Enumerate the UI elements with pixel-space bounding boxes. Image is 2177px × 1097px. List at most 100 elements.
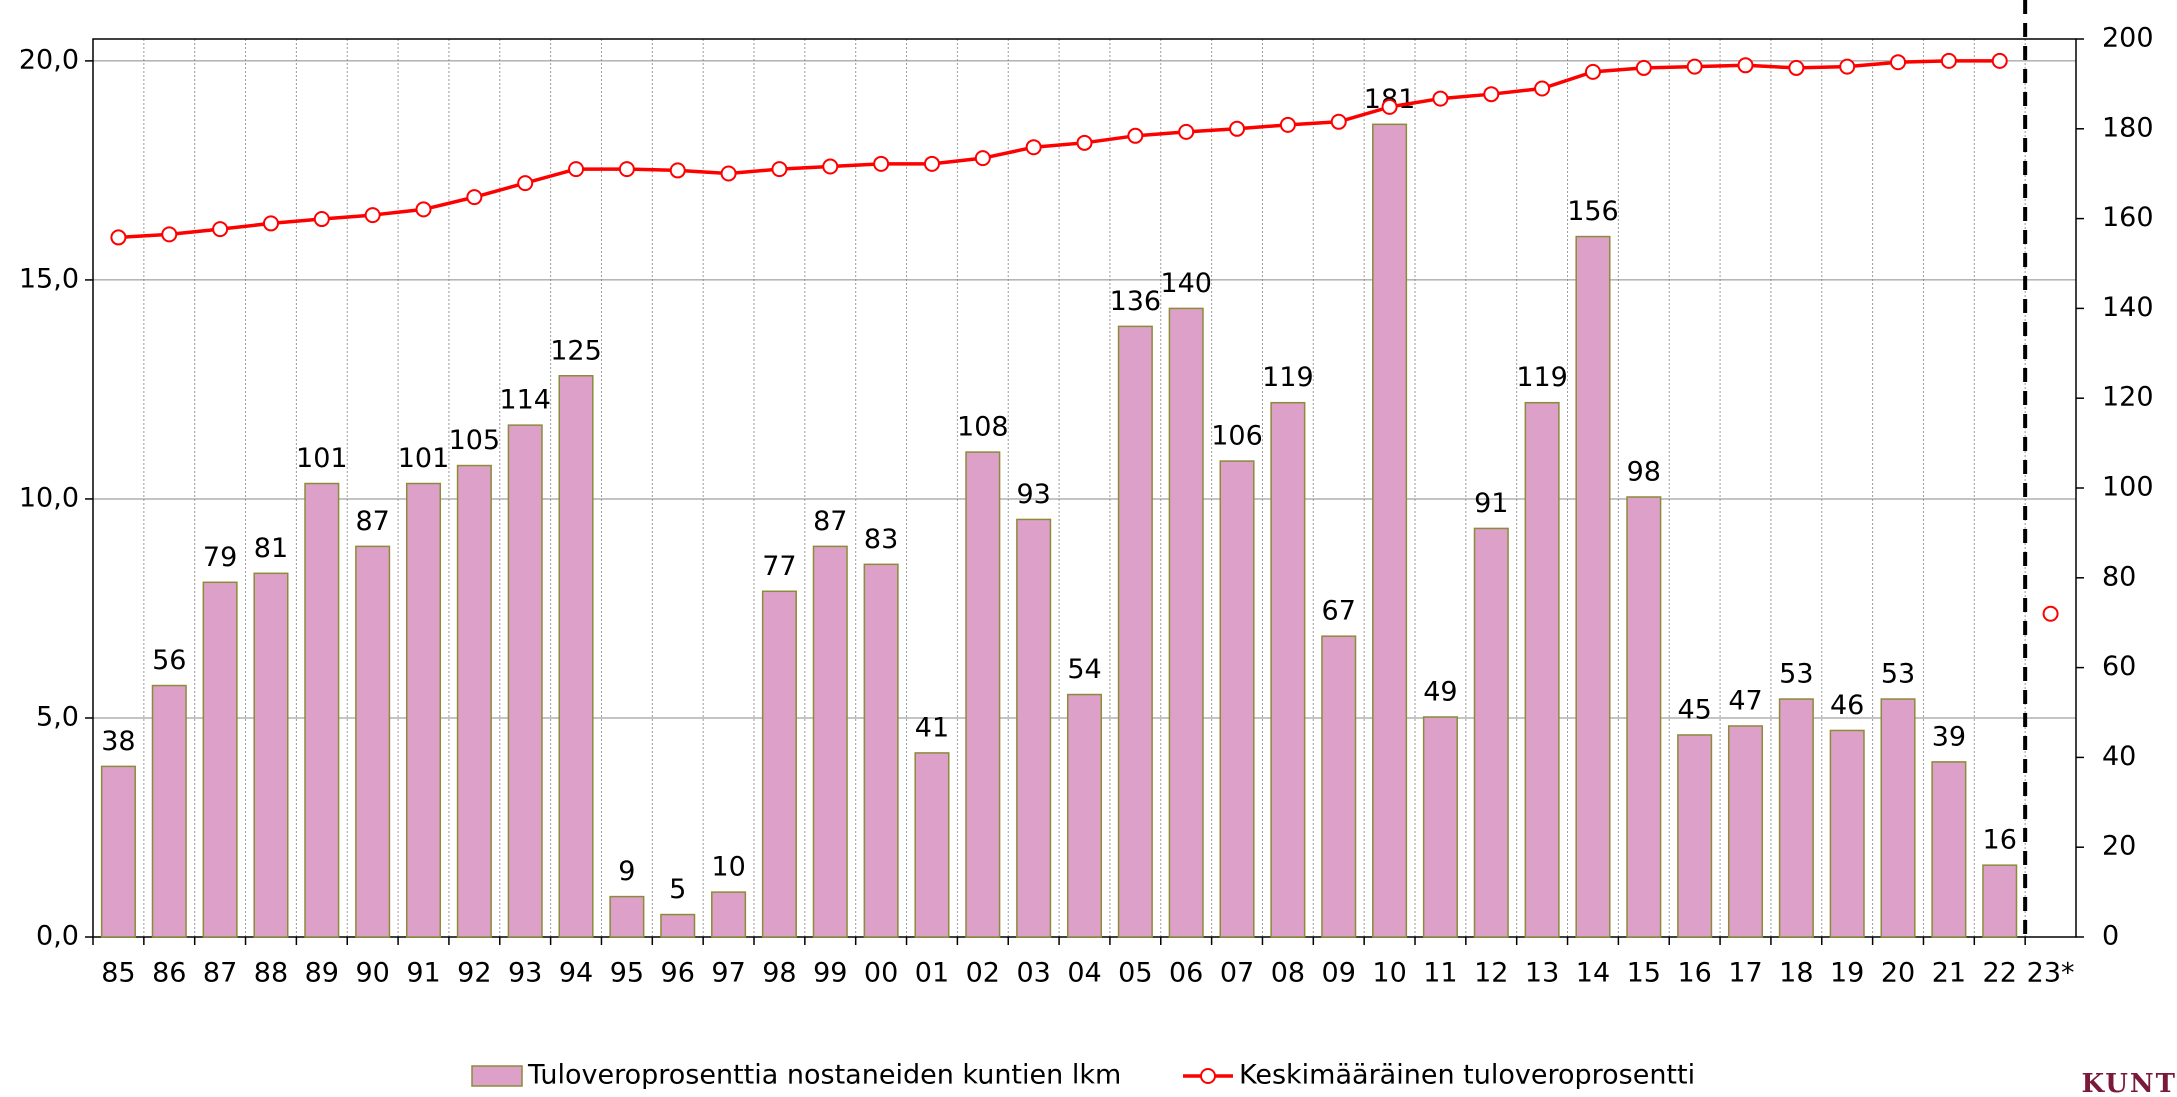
bar-value-label: 39 <box>1932 721 1966 752</box>
line-marker <box>313 211 330 228</box>
bar-value-label: 54 <box>1067 654 1101 685</box>
line-marker <box>618 161 635 178</box>
x-tick-label: 98 <box>762 958 796 989</box>
y2-tick-label: 160 <box>2102 202 2154 233</box>
x-tick-label: 99 <box>813 958 847 989</box>
bar-value-label: 98 <box>1627 456 1661 487</box>
bar-value-label: 10 <box>711 852 745 883</box>
bar <box>1524 401 1560 938</box>
bar <box>355 545 391 938</box>
bar-value-label: 38 <box>101 726 135 757</box>
x-tick-label: 19 <box>1830 958 1864 989</box>
bar <box>914 752 950 938</box>
line <box>118 59 2000 240</box>
bar <box>1066 693 1103 938</box>
y-tick-label: 20,0 <box>19 44 79 75</box>
y2-tick-label: 0 <box>2102 921 2119 952</box>
line-marker <box>1381 98 1398 115</box>
bar-value-label: 9 <box>618 856 635 887</box>
bar-value-label: 105 <box>449 425 501 456</box>
y-tick-label: 10,0 <box>19 482 79 513</box>
line-marker <box>1127 127 1144 144</box>
bar-value-label: 87 <box>355 506 389 537</box>
y2-tick-label: 60 <box>2102 651 2136 682</box>
x-tick-label: 87 <box>203 958 237 989</box>
point-marker <box>2042 605 2059 622</box>
y-tick-label: 0,0 <box>36 921 79 952</box>
bar-value-label: 106 <box>1211 421 1263 452</box>
line-marker <box>568 161 585 178</box>
bar <box>1677 734 1713 938</box>
line-marker <box>212 221 229 238</box>
bar-value-label: 125 <box>550 335 602 366</box>
x-tick-label: 18 <box>1779 958 1813 989</box>
x-tick-label: 06 <box>1169 958 1203 989</box>
bar-value-label: 101 <box>398 443 450 474</box>
line-marker <box>1890 54 1907 71</box>
bar <box>609 895 645 938</box>
line-marker <box>771 161 788 178</box>
x-tick-label: 20 <box>1881 958 1915 989</box>
bar <box>456 464 492 938</box>
x-tick-label: 91 <box>406 958 440 989</box>
bar <box>1321 635 1357 938</box>
line-marker <box>669 162 686 179</box>
bar-value-label: 67 <box>1322 596 1356 627</box>
line-marker <box>1534 80 1551 97</box>
x-tick-label: 10 <box>1372 958 1406 989</box>
bar-value-label: 156 <box>1567 196 1619 227</box>
x-tick-label: 09 <box>1322 958 1356 989</box>
bar <box>1219 460 1255 938</box>
bar <box>1168 307 1204 938</box>
line-marker <box>1229 120 1246 137</box>
x-tick-label: 89 <box>305 958 339 989</box>
bar <box>1473 527 1509 938</box>
bar <box>1982 864 2018 938</box>
bar <box>1880 698 1916 938</box>
bar <box>100 765 136 938</box>
bar <box>965 451 1001 938</box>
bar <box>1626 496 1662 938</box>
bar-value-label: 47 <box>1728 685 1762 716</box>
bar <box>1270 401 1306 938</box>
legend-label: Tuloveroprosenttia nostaneiden kuntien l… <box>527 1060 1121 1091</box>
bar <box>812 545 848 938</box>
x-tick-label: 16 <box>1677 958 1711 989</box>
bar <box>304 482 340 938</box>
line-marker <box>873 155 890 172</box>
line-marker <box>720 165 737 182</box>
line-marker <box>1178 123 1195 140</box>
bar <box>1829 729 1865 938</box>
bar-value-label: 114 <box>499 385 551 416</box>
legend-marker <box>1200 1068 1216 1084</box>
bar <box>761 590 797 938</box>
line-marker <box>1686 58 1703 75</box>
x-tick-label: 11 <box>1423 958 1457 989</box>
bar-value-label: 81 <box>254 533 288 564</box>
x-tick-label: 90 <box>355 958 389 989</box>
line-marker <box>364 207 381 224</box>
bar-value-label: 53 <box>1881 659 1915 690</box>
y2-tick-label: 120 <box>2102 382 2154 413</box>
bar-value-label: 93 <box>1016 479 1050 510</box>
x-tick-label: 96 <box>661 958 695 989</box>
bar <box>405 482 442 938</box>
x-tick-label: 88 <box>254 958 288 989</box>
y2-tick-label: 200 <box>2102 23 2154 54</box>
line-marker <box>923 155 940 172</box>
bar-value-label: 79 <box>203 542 237 573</box>
bar-value-label: 46 <box>1830 690 1864 721</box>
bar-value-label: 53 <box>1779 659 1813 690</box>
bar-value-label: 119 <box>1516 362 1568 393</box>
x-tick-label: 07 <box>1220 958 1254 989</box>
bar-value-label: 87 <box>813 506 847 537</box>
bar <box>1422 716 1458 938</box>
bar-value-label: 41 <box>915 712 949 743</box>
y2-tick-label: 20 <box>2102 831 2136 862</box>
line-marker <box>822 158 839 175</box>
x-tick-label: 85 <box>101 958 135 989</box>
line-marker <box>974 150 991 167</box>
bar-value-label: 108 <box>957 412 1009 443</box>
line-marker <box>1991 52 2008 69</box>
